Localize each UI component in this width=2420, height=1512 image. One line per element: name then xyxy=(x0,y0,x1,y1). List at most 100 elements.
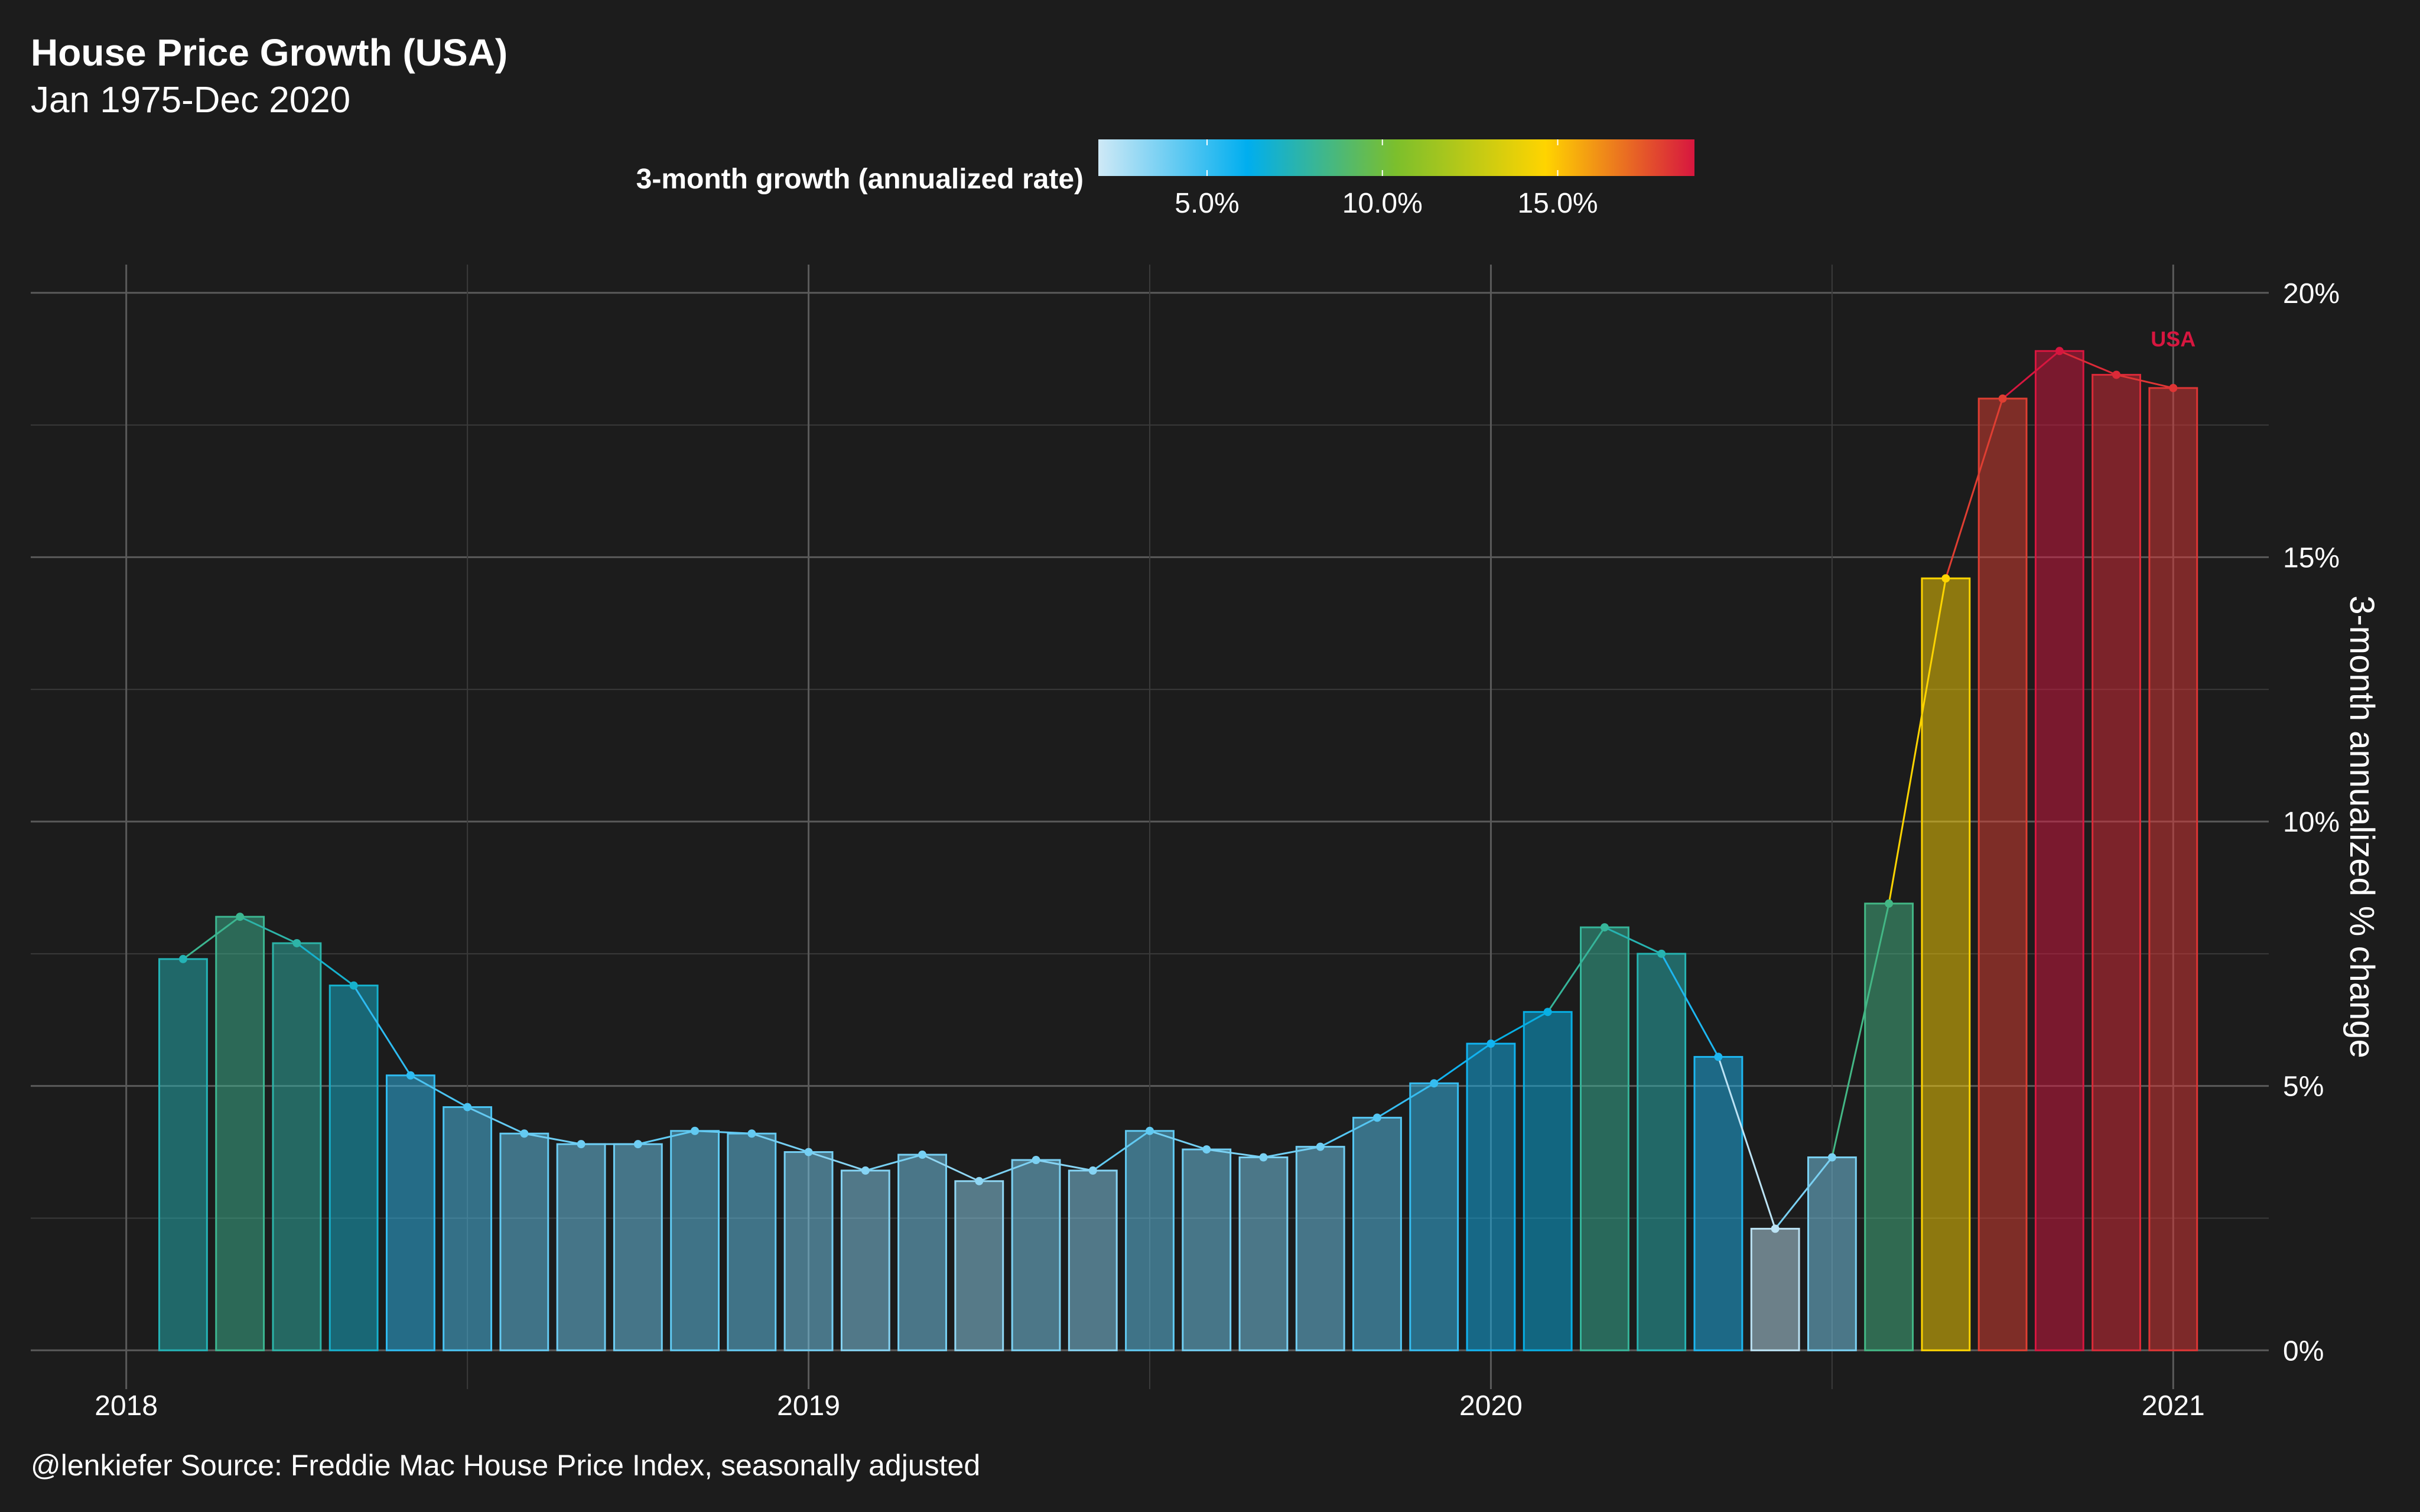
data-point xyxy=(633,1140,642,1149)
series-line-segment xyxy=(524,1132,581,1145)
series-line-segment xyxy=(2002,350,2060,400)
series-line-segment xyxy=(1377,1082,1435,1119)
series-line-segment xyxy=(183,915,241,960)
bar xyxy=(2148,387,2198,1351)
chart-subtitle: Jan 1975-Dec 2020 xyxy=(31,80,351,120)
data-point xyxy=(1600,923,1609,932)
bar xyxy=(1352,1116,1402,1351)
bar xyxy=(613,1143,663,1351)
data-point xyxy=(1202,1145,1211,1154)
series-line-segment xyxy=(1320,1117,1378,1148)
y-tick-label: 0% xyxy=(2283,1335,2324,1367)
chart-title: House Price Growth (USA) xyxy=(31,31,508,74)
series-line-segment xyxy=(353,985,412,1076)
chart-caption: @lenkiefer Source: Freddie Mac House Pri… xyxy=(31,1449,981,1482)
data-point xyxy=(463,1103,472,1112)
series-line-segment xyxy=(1206,1148,1264,1159)
data-point xyxy=(747,1129,756,1138)
bar xyxy=(1295,1146,1345,1351)
data-point xyxy=(804,1148,813,1156)
series-line-segment xyxy=(1774,1156,1833,1230)
y-tick-label: 10% xyxy=(2283,807,2340,838)
data-point xyxy=(1146,1126,1154,1135)
axes-layer: 0% 5% 10% 15% 20% 2018 2019 2020 2021 3-month ann… xyxy=(95,278,2381,1422)
bar xyxy=(1125,1130,1175,1351)
bar xyxy=(1466,1042,1516,1351)
bar xyxy=(840,1169,890,1351)
y-tick-label: 5% xyxy=(2283,1071,2324,1103)
series-line-segment xyxy=(1263,1146,1320,1158)
bar xyxy=(1068,1169,1118,1351)
data-point xyxy=(1771,1224,1780,1233)
x-tick-label: 2019 xyxy=(777,1390,840,1422)
points-layer: USA xyxy=(178,327,2195,1233)
data-point xyxy=(2055,347,2064,356)
data-point xyxy=(861,1166,870,1175)
bars-layer xyxy=(158,350,2198,1351)
data-point xyxy=(975,1177,984,1185)
bar xyxy=(1409,1082,1459,1351)
series-line-segment xyxy=(1092,1130,1150,1172)
series-label: USA xyxy=(2151,327,2195,351)
bar xyxy=(215,915,265,1351)
y-axis-title: 3-month annualized % change xyxy=(2343,595,2381,1058)
data-point xyxy=(406,1071,415,1080)
data-point xyxy=(1827,1153,1836,1162)
legend-layer: 5.0% 10.0% 15.0% xyxy=(1098,139,1694,219)
bar xyxy=(499,1132,549,1351)
data-point xyxy=(520,1129,529,1138)
data-point xyxy=(1941,574,1950,583)
legend-tick-label: 15.0% xyxy=(1517,188,1598,219)
bar xyxy=(897,1153,947,1351)
bar xyxy=(1011,1159,1061,1351)
data-point xyxy=(691,1126,700,1135)
series-line-segment xyxy=(637,1130,695,1145)
series-line-segment xyxy=(1944,398,2004,579)
data-point xyxy=(577,1140,586,1149)
bar xyxy=(1807,1156,1857,1351)
data-point xyxy=(349,981,358,990)
bar xyxy=(158,958,208,1351)
series-line-segment xyxy=(695,1130,752,1135)
series-line-segment xyxy=(410,1074,468,1108)
bar xyxy=(670,1130,720,1351)
data-point xyxy=(1714,1052,1723,1061)
bar xyxy=(1238,1156,1289,1351)
series-line-segment xyxy=(2059,350,2117,376)
legend-tick-label: 10.0% xyxy=(1342,188,1423,219)
series-line-segment xyxy=(2116,374,2174,389)
series-line-segment xyxy=(1490,1011,1549,1045)
series-line-segment xyxy=(978,1159,1037,1182)
bar xyxy=(443,1106,493,1351)
data-point xyxy=(178,954,187,963)
data-point xyxy=(292,939,301,947)
x-tick-label: 2018 xyxy=(95,1390,158,1422)
data-point xyxy=(1032,1156,1040,1164)
bar xyxy=(1579,926,1629,1351)
series-line-segment xyxy=(1149,1130,1207,1151)
series-line-segment xyxy=(1660,953,1719,1058)
bar xyxy=(727,1132,777,1351)
bar xyxy=(2034,350,2084,1351)
bar xyxy=(1864,902,1914,1351)
y-tick-label: 20% xyxy=(2283,278,2340,309)
data-point xyxy=(1316,1142,1325,1151)
data-point xyxy=(1543,1008,1552,1016)
bar xyxy=(1693,1055,1744,1351)
bar xyxy=(556,1143,606,1351)
series-line-segment xyxy=(1036,1159,1094,1172)
series-line-segment xyxy=(1888,578,1947,904)
bar xyxy=(385,1074,435,1351)
bar xyxy=(783,1151,834,1351)
x-tick-label: 2020 xyxy=(1459,1390,1523,1422)
legend-tick-label: 5.0% xyxy=(1175,188,1239,219)
series-line-segment xyxy=(1604,926,1662,955)
bar xyxy=(1921,577,1971,1351)
data-point xyxy=(1088,1166,1097,1175)
series-line-segment xyxy=(296,942,354,986)
y-tick-label: 15% xyxy=(2283,542,2340,573)
legend-title: 3-month growth (annualized rate) xyxy=(636,164,1084,195)
data-point xyxy=(1998,394,2007,403)
